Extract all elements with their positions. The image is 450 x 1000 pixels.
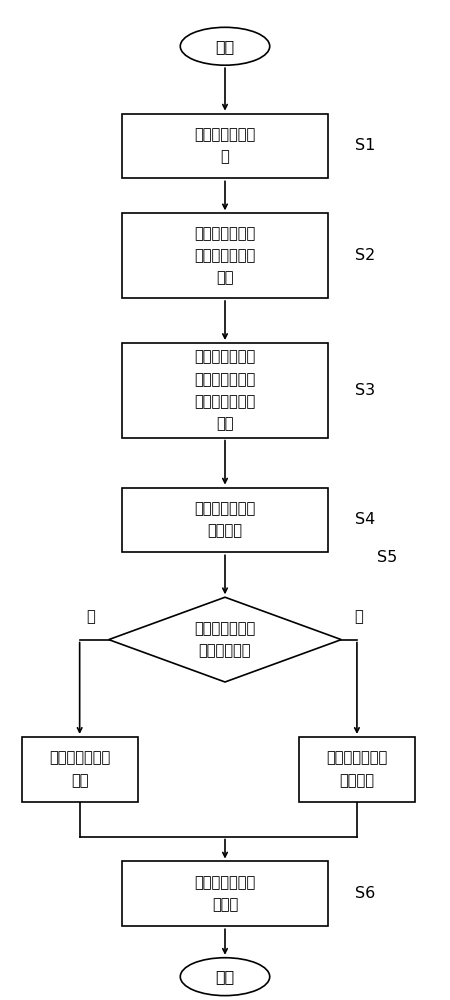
Bar bbox=[22, 737, 138, 802]
Text: 生成精细气象数
据并存储: 生成精细气象数 据并存储 bbox=[194, 501, 256, 539]
Text: S2: S2 bbox=[355, 248, 375, 263]
Text: 将栅格气象数据
存储于通用数据
表中: 将栅格气象数据 存储于通用数据 表中 bbox=[194, 226, 256, 285]
Text: 否: 否 bbox=[86, 610, 95, 625]
Text: 确定地块的最大
外边界，以得到
覆盖地块的矩形
区域: 确定地块的最大 外边界，以得到 覆盖地块的矩形 区域 bbox=[194, 350, 256, 431]
Text: 开始: 开始 bbox=[216, 39, 234, 54]
Text: 在通用数据表中
查询: 在通用数据表中 查询 bbox=[49, 751, 110, 788]
Ellipse shape bbox=[180, 27, 270, 65]
Text: 获取栅格气象数
据: 获取栅格气象数 据 bbox=[194, 127, 256, 165]
Bar bbox=[122, 343, 328, 438]
Bar bbox=[122, 114, 328, 178]
Text: 在地块气象数据
表中查询: 在地块气象数据 表中查询 bbox=[326, 751, 387, 788]
Bar bbox=[299, 737, 415, 802]
Text: S1: S1 bbox=[355, 138, 375, 153]
Polygon shape bbox=[109, 597, 341, 682]
Text: 结束: 结束 bbox=[216, 969, 234, 984]
Text: 是: 是 bbox=[355, 610, 364, 625]
Text: 将查询结果返回
给用户: 将查询结果返回 给用户 bbox=[194, 875, 256, 913]
Text: S5: S5 bbox=[377, 550, 397, 565]
Text: S3: S3 bbox=[355, 383, 375, 398]
Bar bbox=[122, 488, 328, 552]
Text: S6: S6 bbox=[355, 886, 375, 901]
Text: S4: S4 bbox=[355, 512, 375, 527]
Bar bbox=[122, 861, 328, 926]
Ellipse shape bbox=[180, 958, 270, 996]
Text: 输入的坐标是否
命中矩形区域: 输入的坐标是否 命中矩形区域 bbox=[194, 621, 256, 658]
Bar bbox=[122, 213, 328, 298]
